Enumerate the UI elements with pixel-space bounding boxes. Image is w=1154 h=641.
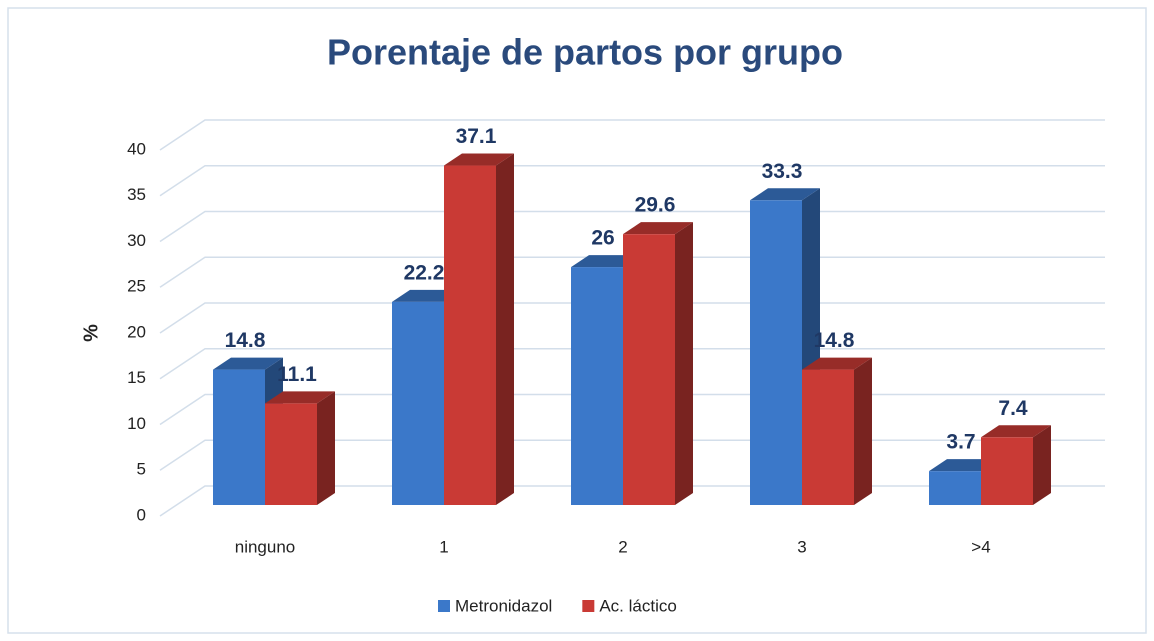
- data-label: 22.2: [404, 261, 445, 284]
- bar-side: [675, 222, 693, 505]
- x-tick-label: 2: [618, 537, 627, 556]
- x-tick-label: ninguno: [235, 537, 296, 556]
- legend-label: Ac. láctico: [599, 596, 676, 615]
- y-tick-label: 5: [137, 460, 146, 479]
- y-tick-label: 30: [127, 231, 146, 250]
- y-tick-label: 25: [127, 277, 146, 296]
- bar-front: [750, 200, 802, 505]
- bar-side: [854, 357, 872, 505]
- data-label: 26: [591, 227, 614, 250]
- y-axis-label: %: [80, 324, 102, 342]
- bar-front: [571, 267, 623, 505]
- bar-front: [265, 403, 317, 505]
- bar-top: [981, 425, 1051, 438]
- grid-line: [159, 165, 1105, 197]
- bar-top: [213, 357, 283, 370]
- bar: [981, 425, 1051, 505]
- x-tick-label: 1: [439, 537, 448, 556]
- bar-top: [265, 391, 335, 404]
- bar-side: [1033, 425, 1051, 505]
- data-label: 14.8: [225, 329, 266, 352]
- bar-side: [317, 391, 335, 505]
- bar-front: [213, 369, 265, 505]
- data-label: 7.4: [998, 397, 1028, 420]
- bar-top: [444, 153, 514, 166]
- data-label: 11.1: [277, 363, 317, 386]
- chart-title: Porentaje de partos por grupo: [327, 32, 843, 73]
- bar-front: [444, 165, 496, 505]
- bar-front: [981, 437, 1033, 505]
- y-tick-label: 0: [137, 505, 146, 524]
- bar-top: [750, 188, 820, 201]
- legend-label: Metronidazol: [455, 596, 552, 615]
- bar-top: [623, 222, 693, 235]
- data-label: 37.1: [456, 125, 497, 148]
- y-tick-label: 40: [127, 139, 146, 158]
- bar-front: [623, 234, 675, 505]
- bar-front: [929, 471, 981, 505]
- bar-front: [392, 301, 444, 505]
- bar-top: [802, 357, 872, 370]
- x-tick-label: >4: [971, 537, 990, 556]
- x-tick-label: 3: [797, 537, 806, 556]
- data-label: 33.3: [762, 160, 803, 183]
- bar-front: [802, 369, 854, 505]
- bar: [265, 391, 335, 505]
- y-tick-label: 35: [127, 185, 146, 204]
- y-tick-label: 20: [127, 322, 146, 341]
- bar: [444, 153, 514, 505]
- bar-side: [496, 153, 514, 505]
- bar: [623, 222, 693, 505]
- legend-swatch: [582, 600, 595, 612]
- data-label: 29.6: [635, 194, 676, 217]
- data-label: 3.7: [946, 431, 975, 454]
- y-tick-label: 10: [127, 414, 146, 433]
- data-label: 14.8: [814, 329, 855, 352]
- legend-swatch: [438, 600, 450, 612]
- grid-line: [159, 119, 1105, 151]
- y-tick-label: 15: [127, 368, 146, 387]
- bar: [802, 357, 872, 505]
